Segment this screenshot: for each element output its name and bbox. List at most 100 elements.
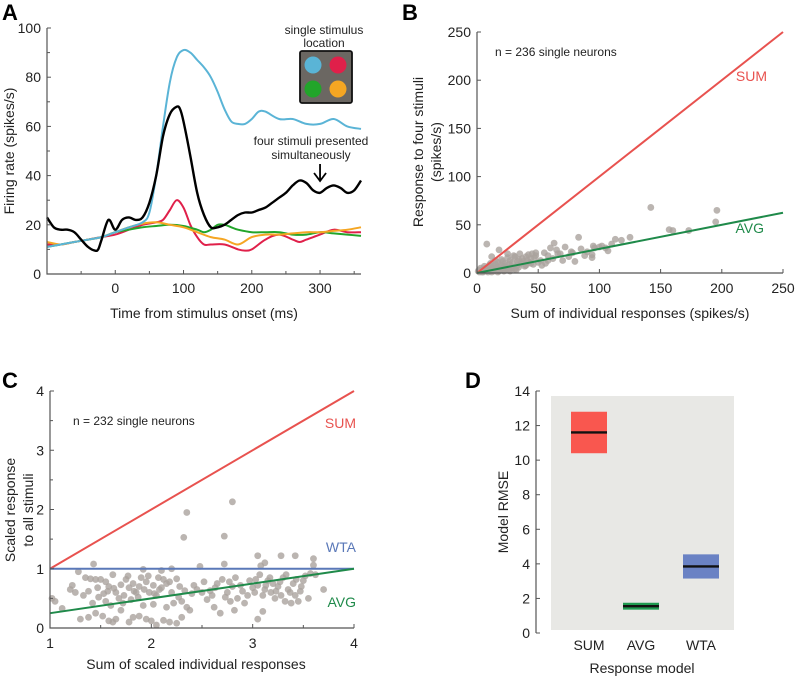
x-tick-label: 250: [771, 280, 795, 296]
scatter-point: [124, 572, 132, 580]
scatter-point: [173, 575, 181, 583]
annotation-line1: four stimuli presented: [254, 134, 369, 148]
y-tick-label: 1: [36, 561, 44, 577]
scatter-point: [180, 533, 188, 541]
scatter-point: [210, 603, 218, 611]
model-line-sum: [476, 31, 784, 274]
scatter-point: [147, 617, 155, 625]
scatter-point: [80, 592, 87, 599]
scatter-point: [200, 578, 208, 586]
scatter-point: [712, 218, 720, 226]
model-label-sum: SUM: [736, 68, 767, 84]
scatter-point: [160, 616, 167, 624]
panel-c-plot: SUM WTA AVG: [48, 390, 357, 629]
x-tick-label: 300: [308, 280, 332, 296]
panel-d-y-axis-label: Model RMSE: [495, 471, 511, 553]
scatter-point: [262, 581, 270, 589]
scatter-point: [99, 612, 107, 620]
scatter-point: [104, 587, 112, 595]
scatter-point: [145, 589, 153, 596]
panel-b-y-axis-label-line1: Response to four stimuli: [410, 77, 426, 227]
scatter-point: [190, 581, 198, 589]
x-category-label: WTA: [686, 637, 717, 653]
scatter-point: [178, 613, 186, 621]
panel-a-x-axis-label: Time from stimulus onset (ms): [110, 305, 298, 321]
y-tick-label: 20: [25, 217, 41, 233]
scatter-point: [112, 615, 120, 623]
x-tick-label: 1: [46, 635, 54, 651]
x-tick-label: 200: [710, 280, 734, 296]
scatter-point: [559, 257, 567, 264]
panel-d-axes: SUM AVG WTA 0 2 4 6 8 10 12 14: [514, 383, 716, 653]
scatter-point: [320, 586, 327, 593]
scatter-point: [604, 247, 612, 255]
scatter-point: [254, 615, 262, 623]
scatter-point: [139, 602, 147, 609]
scatter-point: [129, 613, 137, 621]
scatter-point: [251, 589, 259, 596]
scatter-point: [241, 599, 248, 607]
panel-d-x-axis-label: Response model: [589, 660, 694, 676]
panel-letter-c: C: [2, 368, 18, 393]
panel-b-y-axis-label-line2: (spikes/s): [428, 122, 444, 182]
series-line-red: [46, 199, 362, 252]
scatter-point: [577, 245, 585, 253]
scatter-point: [218, 576, 226, 583]
scatter-point: [310, 561, 317, 569]
model-label-sum: SUM: [325, 415, 356, 431]
scatter-point: [252, 576, 260, 583]
scatter-point: [542, 259, 549, 267]
scatter-point: [137, 574, 145, 582]
y-tick-label: 2: [36, 502, 44, 518]
scatter-point: [296, 587, 304, 595]
scatter-point: [153, 621, 160, 629]
inset-dot-orange: [329, 80, 347, 98]
x-tick-label: 50: [530, 280, 546, 296]
inset-dot-red: [329, 56, 347, 74]
y-tick-label: 40: [25, 168, 41, 184]
annotation-arrow-head: [313, 172, 327, 183]
scatter-point: [504, 250, 511, 258]
scatter-point: [669, 227, 677, 234]
panel-b-n-annotation: n = 236 single neurons: [495, 45, 617, 59]
scatter-point: [183, 509, 191, 516]
scatter-point: [135, 612, 143, 620]
scatter-point: [170, 599, 178, 607]
scatter-point: [166, 618, 173, 626]
panel-a-axes: 0 20 40 60 80 100 0 100 200 300: [18, 20, 361, 296]
scatter-point: [271, 594, 279, 602]
scatter-point: [149, 600, 157, 608]
y-tick-label: 50: [455, 217, 471, 233]
y-tick-label: 250: [448, 24, 472, 40]
model-line-avg: [476, 211, 784, 274]
scatter-point: [58, 605, 66, 612]
panel-c-n-annotation: n = 232 single neurons: [73, 414, 195, 428]
panel-letter-a: A: [2, 0, 18, 25]
scatter-point: [713, 206, 721, 214]
panel-letter-d: D: [465, 368, 481, 393]
x-tick-label: 2: [147, 635, 155, 651]
scatter-point: [176, 583, 184, 590]
y-tick-label: 2: [522, 590, 530, 606]
stimulus-location-inset: single stimulus location: [285, 23, 363, 104]
scatter-point: [287, 599, 295, 607]
scatter-point: [229, 498, 236, 506]
scatter-point: [117, 581, 125, 589]
y-tick-label: 80: [25, 69, 41, 85]
x-tick-label: 100: [172, 280, 196, 296]
model-label-wta: WTA: [326, 539, 357, 555]
y-tick-label: 150: [448, 120, 472, 136]
x-tick-label: 3: [249, 635, 257, 651]
panel-a-y-axis-label: Firing rate (spikes/s): [1, 88, 17, 215]
scatter-point: [68, 581, 76, 589]
scatter-point: [483, 240, 491, 248]
scatter-point: [173, 619, 181, 627]
scatter-point: [95, 593, 103, 601]
scatter-point: [92, 576, 99, 583]
scatter-point: [110, 584, 118, 592]
x-tick-label: 100: [588, 280, 612, 296]
scatter-point: [74, 568, 82, 576]
x-tick-label: 0: [473, 280, 481, 296]
model-label-avg: AVG: [735, 220, 764, 236]
scatter-point: [575, 233, 582, 241]
